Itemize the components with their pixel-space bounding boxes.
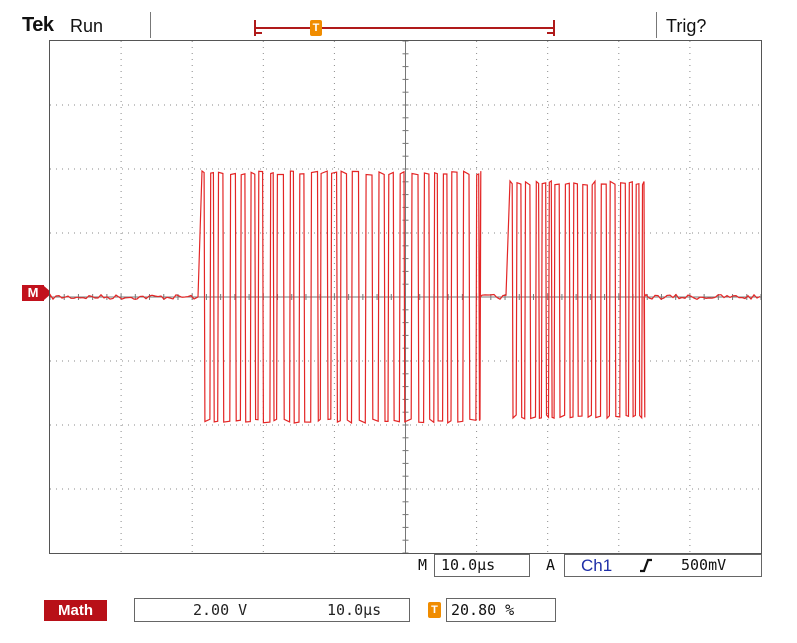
rising-edge-icon — [640, 558, 652, 573]
trigger-status: Trig? — [666, 16, 707, 36]
channel-reference-marker[interactable]: M — [22, 285, 44, 301]
waveform-display[interactable] — [49, 40, 762, 554]
trigger-mode: A — [546, 556, 556, 574]
timebase-value: 10.0µs — [441, 556, 496, 574]
trigger-position-value: 20.80 % — [451, 601, 515, 619]
math-horizontal-scale: 10.0µs — [327, 601, 382, 619]
timebase-readout[interactable]: 10.0µs — [434, 554, 530, 577]
waveform-trace — [50, 169, 761, 425]
header-divider-right — [656, 12, 657, 38]
header-divider-left — [150, 12, 151, 38]
right-arrow-icon — [44, 286, 52, 300]
trigger-source: Ch1 — [581, 556, 613, 575]
trigger-readout[interactable]: Ch1 500mV — [564, 554, 762, 577]
math-label[interactable]: Math — [44, 600, 107, 621]
record-position-bar[interactable]: T — [254, 20, 555, 36]
graticule — [50, 41, 761, 553]
brand-logo: Tek — [22, 14, 54, 36]
record-trigger-icon: T — [310, 20, 322, 36]
trigger-level: 500mV — [681, 556, 727, 574]
run-state: Run — [70, 16, 104, 36]
timebase-prefix: M — [418, 556, 428, 574]
trigger-position-readout[interactable]: 20.80 % — [446, 598, 556, 622]
trigger-position-icon: T — [428, 602, 441, 618]
math-vertical-scale: 2.00 V — [193, 601, 248, 619]
math-readout[interactable]: 2.00 V 10.0µs — [134, 598, 410, 622]
